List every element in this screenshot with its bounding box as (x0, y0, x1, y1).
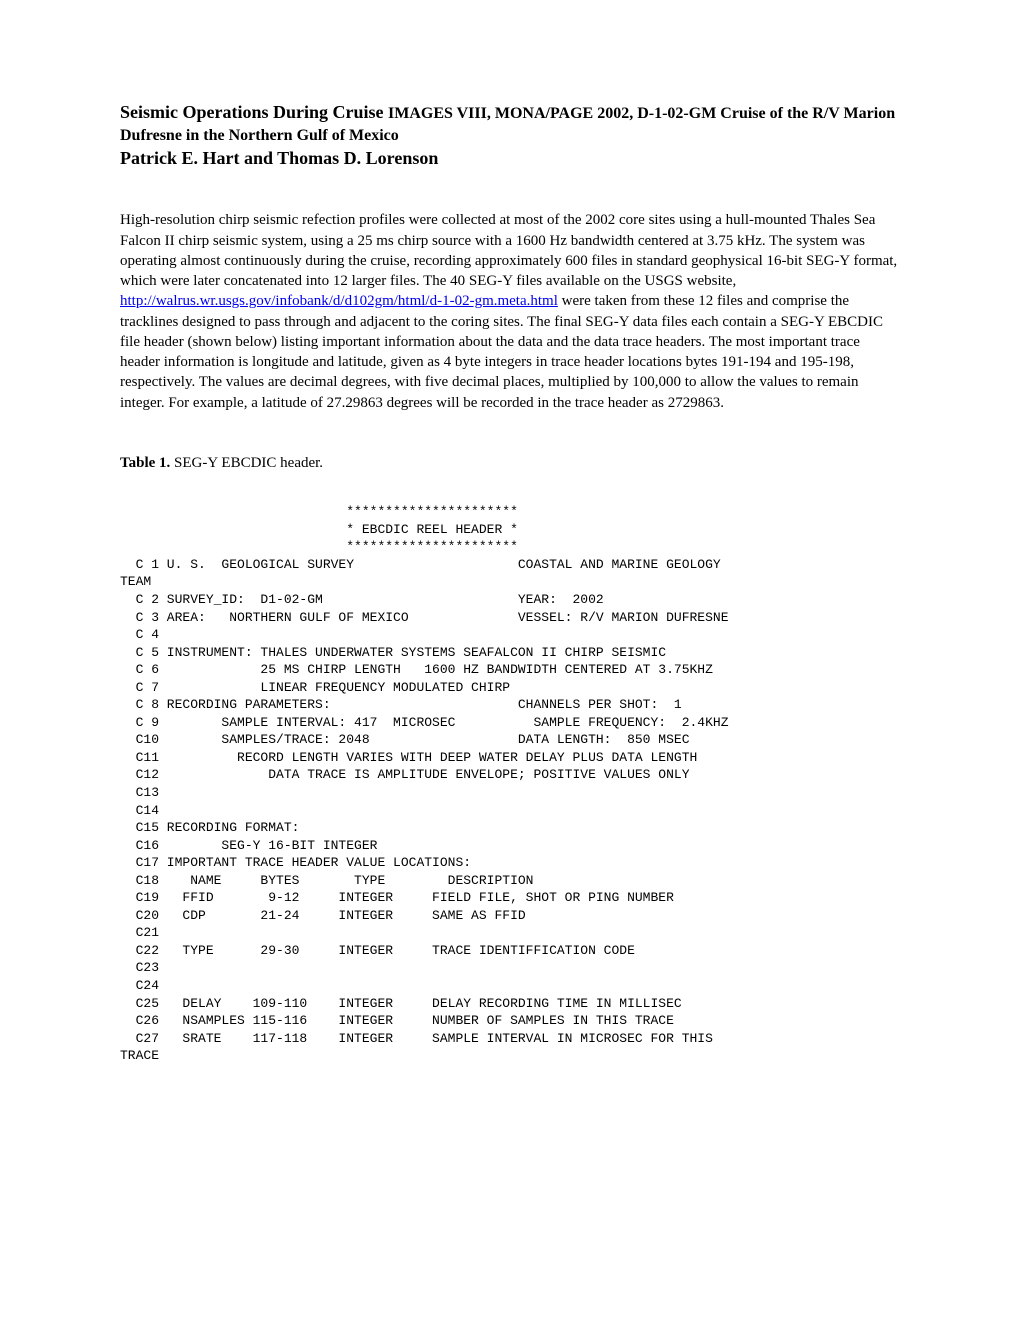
body-text-before-link: High-resolution chirp seismic refection … (120, 212, 897, 289)
table-caption-rest: SEG-Y EBCDIC header. (170, 455, 323, 471)
usgs-link[interactable]: http://walrus.wr.usgs.gov/infobank/d/d10… (120, 293, 558, 309)
body-text-after-link: were taken from these 12 files and compr… (120, 293, 883, 410)
authors: Patrick E. Hart and Thomas D. Lorenson (120, 148, 438, 168)
body-paragraph: High-resolution chirp seismic refection … (120, 210, 900, 413)
table-caption: Table 1. SEG-Y EBCDIC header. (120, 453, 900, 473)
title-block: Seismic Operations During Cruise IMAGES … (120, 100, 900, 170)
table-caption-bold: Table 1. (120, 455, 170, 471)
ebcdic-header-block: ********************** * EBCDIC REEL HEA… (120, 503, 900, 1065)
title-main: Seismic Operations During Cruise (120, 102, 388, 122)
